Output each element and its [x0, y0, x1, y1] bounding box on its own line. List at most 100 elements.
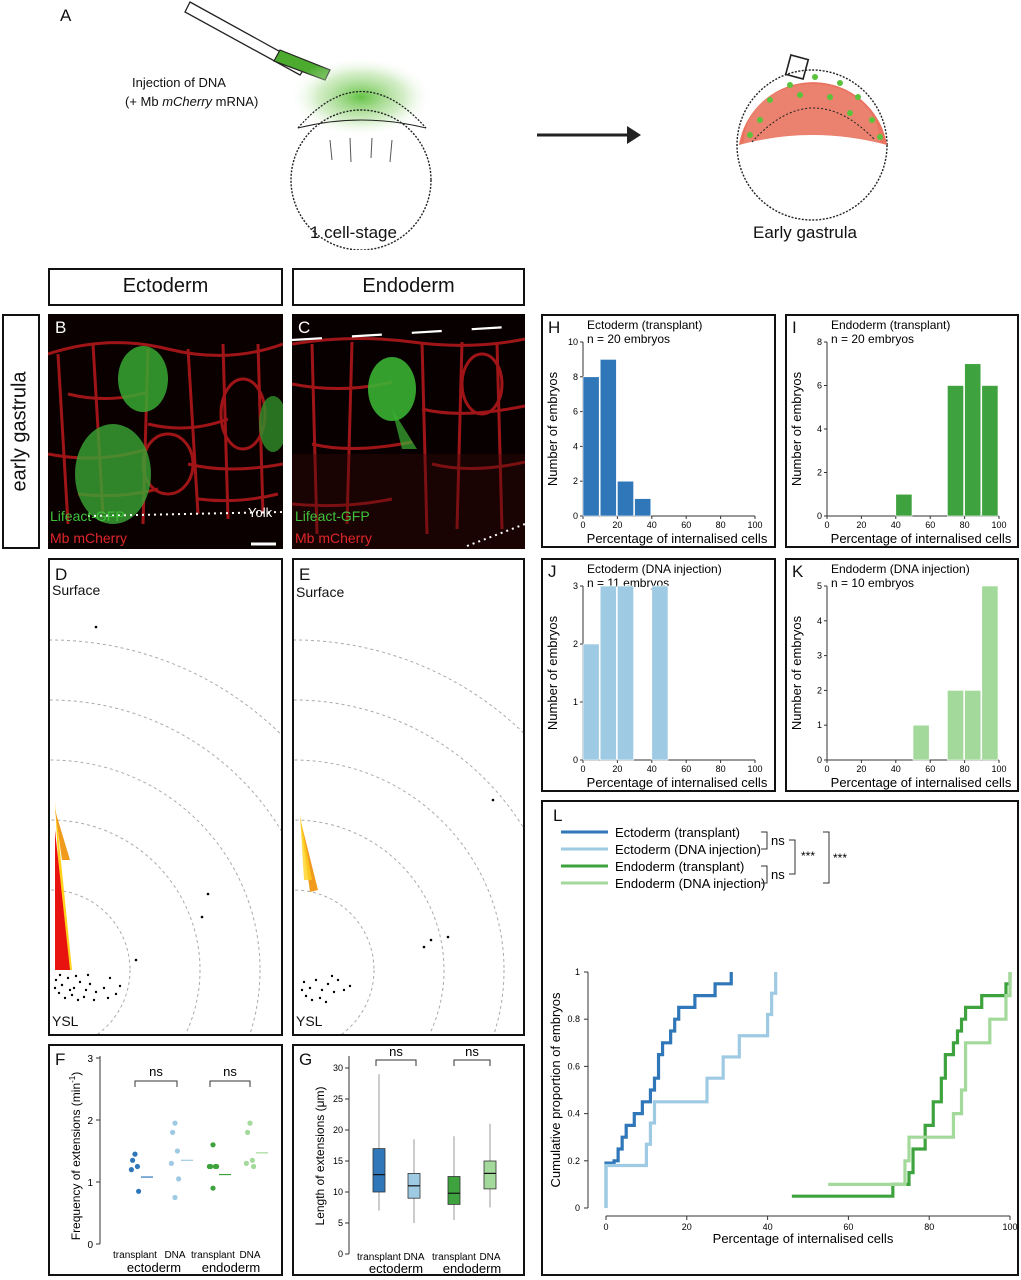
panel-g-frame [292, 1044, 525, 1276]
panel-h-ytick-label: 8 [573, 372, 578, 382]
panel-l-letter: L [553, 806, 563, 825]
panel-h-ytick-label: 10 [568, 337, 578, 347]
legend-sig-ecto-vs-endo: *** [801, 849, 815, 863]
legend-ecto-transplant: Ectoderm (transplant) [615, 825, 740, 840]
panel-i-ytick-label: 0 [817, 511, 822, 521]
panel-g-xtick-transplant-ecto: transplant [357, 1252, 401, 1263]
panel-f-point [206, 1163, 212, 1170]
panel-g-ytick-label: 20 [333, 1125, 343, 1135]
panel-e-ysl-label: YSL [296, 1013, 323, 1029]
panel-h-bar [617, 480, 634, 517]
panel-l-ytick-label: 0.4 [567, 1109, 580, 1119]
panel-f-point [243, 1160, 249, 1166]
panel-g-ytick-label: 15 [333, 1156, 343, 1166]
panel-f-ns-endoderm: ns [223, 1064, 237, 1079]
panel-j-bar [599, 585, 617, 761]
panel-h-ytick-label: 4 [573, 441, 578, 451]
panel-i-ytick-label: 2 [817, 468, 822, 478]
stage-one-cell-label: 1 cell-stage [310, 223, 397, 242]
panel-k-xtick-label: 40 [891, 764, 901, 774]
panel-k-letter: K [792, 562, 804, 581]
panel-c-letter: C [298, 318, 311, 337]
panel-d-letter: D [55, 565, 68, 584]
panel-g-ns-endoderm: ns [465, 1046, 479, 1059]
panel-h-ytick-label: 6 [573, 407, 578, 417]
panel-i-xtick-label: 40 [891, 520, 901, 530]
panel-g-ylabel: Length of extensions (μm) [313, 1087, 327, 1226]
panel-f-point [172, 1120, 178, 1126]
panel-g-ytick-label: 10 [333, 1187, 343, 1197]
panel-g-box [483, 1160, 497, 1190]
panel-l-series-line [791, 972, 1012, 1198]
panel-f-point [136, 1188, 142, 1194]
panel-k-xtick-label: 80 [960, 764, 970, 774]
panel-j-ytick-label: 3 [573, 581, 578, 591]
panel-g-box [447, 1176, 461, 1205]
panel-g-ytick-label: 5 [338, 1218, 343, 1228]
panel-f-point [247, 1120, 253, 1126]
panel-c-mb-label: Mb mCherry [295, 530, 373, 546]
panel-k-ytick-label: 3 [817, 651, 822, 661]
panel-j-ylabel: Number of embryos [545, 615, 560, 730]
panel-k-ytick-label: 1 [817, 720, 822, 730]
injection-label-part-c: mRNA) [212, 94, 259, 109]
panel-k-chart: Endoderm (DNA injection)n = 10 embryos 0 1… [789, 562, 1012, 790]
panel-f-point [251, 1163, 257, 1170]
panel-l-ytick-label: 0 [575, 1203, 580, 1213]
panel-g-letter: G [299, 1050, 313, 1069]
panel-k-bar [912, 724, 930, 761]
panel-g-xtick-dna-ecto: DNA [403, 1252, 424, 1263]
panel-l-ytick-label: 1 [575, 967, 580, 977]
panel-h-bar [634, 498, 652, 517]
panel-b-yolk-label: Yolk [248, 505, 273, 520]
panel-f-ytick-label: 3 [87, 1054, 93, 1065]
panel-f-point [174, 1148, 180, 1154]
panel-h-subtitle: n = 20 embryos [587, 332, 670, 346]
panel-f-xtick-transplant-endo: transplant [191, 1250, 235, 1261]
stage-gastrula-label: Early gastrula [753, 223, 857, 242]
injection-label-line1: Injection of DNA [132, 75, 226, 90]
panel-e-surface-label: Surface [296, 584, 345, 600]
panel-h-ytick-label: 2 [573, 476, 578, 486]
panel-f-point [210, 1142, 216, 1148]
panel-g-ytick-label: 25 [333, 1094, 343, 1104]
panel-h-ylabel: Number of embryos [545, 371, 560, 486]
panel-i-xtick-label: 20 [856, 520, 866, 530]
panel-b-mb-label: Mb mCherry [50, 530, 128, 546]
panel-f-point [170, 1129, 176, 1135]
legend-ns-ectoderm: ns [771, 833, 785, 848]
panel-f-point [172, 1194, 178, 1201]
side-label-early-gastrula: early gastrula [8, 371, 31, 492]
panel-h-title: Ectoderm (transplant) [587, 318, 702, 332]
panel-h-bar [599, 359, 617, 517]
panel-e-letter: E [299, 565, 311, 584]
panel-f-point [132, 1151, 138, 1157]
panel-h-xtick-label: 60 [681, 520, 691, 530]
injection-label-part-a: (+ Mb [125, 94, 163, 109]
panel-h-chart: Ectoderm (transplant)n = 20 embryos 0 2 4 6 8… [545, 318, 768, 546]
panel-k-ytick-label: 0 [817, 755, 822, 765]
header-endoderm-label: Endoderm [362, 275, 455, 297]
panel-h-xtick-label: 80 [716, 520, 726, 530]
panel-l-ytick-label: 0.8 [567, 1014, 580, 1024]
panel-h-xtick-label: 40 [647, 520, 657, 530]
legend-sig-transplant-vs-dna: *** [833, 851, 847, 865]
panel-j-xtick-label: 0 [580, 764, 585, 774]
panel-h-frame [541, 314, 776, 548]
panel-i-ytick-label: 6 [817, 381, 822, 391]
panel-k-bar [981, 585, 999, 761]
panel-j-ytick-label: 1 [573, 697, 578, 707]
panel-g-chart: Length of extensions (μm) 0 5 10 15 20 25 30 n… [313, 1046, 502, 1274]
panel-g-group-endoderm: endoderm [443, 1261, 502, 1274]
panel-k-subtitle: n = 10 embryos [831, 576, 914, 590]
panel-h-xtick-label: 100 [747, 520, 762, 530]
micrograph-ectoderm-image [48, 314, 283, 549]
panel-h-xtick-label: 0 [580, 520, 585, 530]
panel-k-ytick-label: 5 [817, 581, 822, 591]
panel-k-ytick-label: 4 [817, 616, 822, 626]
legend-endo-dna: Endoderm (DNA injection) [615, 876, 765, 891]
panel-k-xtick-label: 60 [925, 764, 935, 774]
embryo-one-cell-illustration [184, 1, 433, 250]
panel-g-xtick-dna-endo: DNA [479, 1252, 500, 1263]
